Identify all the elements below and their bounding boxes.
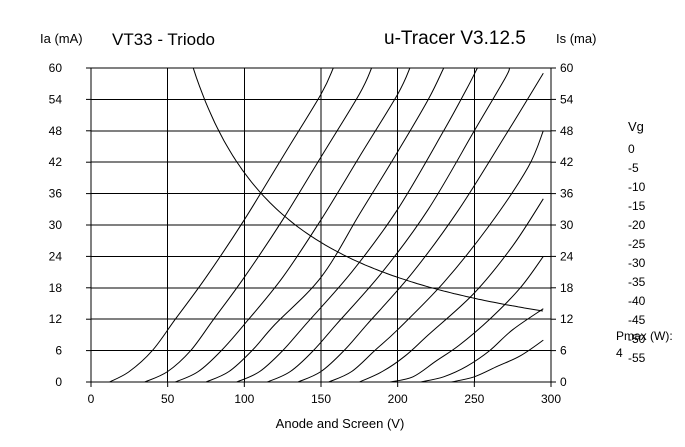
y-tick-label-right: 30	[560, 218, 574, 232]
y-tick-label-left: 36	[49, 187, 63, 201]
x-tick-label: 0	[88, 392, 95, 406]
y-axis-label-right: Is (ma)	[556, 31, 596, 46]
y-tick-label-right: 6	[560, 344, 567, 358]
pmax-label: Pmax (W):	[616, 329, 673, 343]
plate-curve-vg-m50	[420, 308, 544, 383]
legend-entry: -35	[628, 275, 646, 289]
pmax-curve	[192, 68, 543, 312]
legend-title: Vg	[628, 119, 644, 134]
x-tick-label: 300	[541, 392, 561, 406]
legend-entry: 0	[628, 142, 635, 156]
plate-curve-vg-m55	[451, 339, 544, 383]
x-tick-label: 250	[464, 392, 484, 406]
plate-curve-vg-m40	[359, 198, 544, 383]
y-tick-label-right: 0	[560, 375, 567, 389]
legend-entry: -55	[628, 351, 646, 365]
plate-curve-vg-m45	[389, 256, 544, 383]
legend-entry: -20	[628, 218, 646, 232]
plate-curve-vg-m35	[328, 130, 544, 383]
y-tick-label-left: 42	[49, 155, 63, 169]
y-tick-label-right: 18	[560, 281, 574, 295]
plate-curve-vg-m10	[175, 67, 411, 383]
y-tick-label-left: 6	[55, 344, 62, 358]
pmax-value: 4	[616, 346, 623, 360]
tick-labels: 0 0 6 6 12 12 18 18 24 24 30 30 36 36 42 42 48 48 54 54 60 60…	[49, 61, 574, 406]
legend-entry: -40	[628, 294, 646, 308]
y-tick-label-right: 48	[560, 124, 574, 138]
y-tick-label-right: 60	[560, 61, 574, 75]
y-tick-label-left: 0	[55, 375, 62, 389]
y-tick-label-left: 12	[49, 312, 63, 326]
x-tick-label: 200	[388, 392, 408, 406]
y-axis-label-left: Ia (mA)	[40, 31, 83, 46]
legend-entry: -50	[628, 332, 646, 346]
tube-name-title: VT33 - Triodo	[112, 30, 215, 49]
pmax-curve-group	[192, 68, 543, 312]
plot-frame	[90, 67, 552, 383]
x-axis-label: Anode and Screen (V)	[276, 416, 405, 431]
y-tick-label-right: 36	[560, 187, 574, 201]
y-tick-label-right: 42	[560, 155, 574, 169]
y-tick-label-left: 48	[49, 124, 63, 138]
legend-entry: -45	[628, 313, 646, 327]
legend-entry: -30	[628, 256, 646, 270]
legend-entry: -25	[628, 237, 646, 251]
x-tick-label: 100	[234, 392, 254, 406]
legend: 0 -5 -10 -15 -20 -25 -30 -35 -40 -45 -50 -55	[628, 142, 646, 365]
plate-curve-vg-m30	[297, 72, 544, 383]
y-tick-label-left: 60	[49, 61, 63, 75]
y-tick-label-left: 30	[49, 218, 63, 232]
plate-curve-vg-0	[109, 67, 334, 383]
legend-entry: -5	[628, 161, 639, 175]
grid	[86, 67, 556, 387]
legend-entry: -10	[628, 180, 646, 194]
plate-curve-vg-m5	[144, 67, 373, 383]
x-tick-label: 150	[311, 392, 331, 406]
plate-curve-vg-m15	[205, 67, 445, 383]
plate-curve-vg-m20	[236, 67, 478, 383]
legend-entry: -15	[628, 199, 646, 213]
app-name-title: u-Tracer V3.12.5	[384, 28, 526, 49]
y-tick-label-left: 54	[49, 92, 63, 106]
y-tick-label-left: 24	[49, 249, 63, 263]
y-tick-label-right: 54	[560, 92, 574, 106]
y-tick-label-left: 18	[49, 281, 63, 295]
y-tick-label-right: 12	[560, 312, 574, 326]
y-tick-label-right: 24	[560, 249, 574, 263]
x-tick-label: 50	[161, 392, 175, 406]
